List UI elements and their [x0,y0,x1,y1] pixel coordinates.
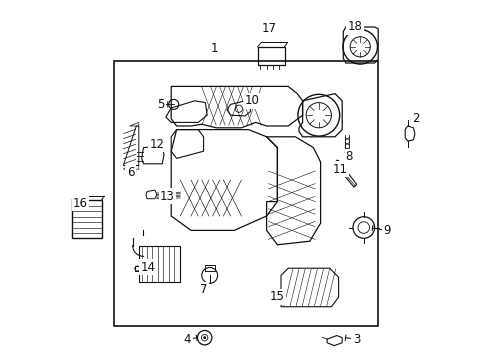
Text: 2: 2 [412,112,420,125]
Text: 11: 11 [333,163,348,176]
Text: 13: 13 [160,190,175,203]
Bar [139,246,180,282]
Text: 17: 17 [262,22,277,35]
Bar [72,200,102,238]
Text: 10: 10 [245,94,260,107]
Bar [258,47,285,65]
Text: 15: 15 [270,291,285,303]
Text: 5: 5 [157,98,164,111]
Text: 18: 18 [347,21,362,33]
Text: 3: 3 [353,333,360,346]
Text: 1: 1 [211,42,218,55]
Circle shape [204,337,206,339]
Text: 14: 14 [140,261,155,274]
Text: 16: 16 [73,197,88,210]
Text: 12: 12 [149,138,164,150]
Text: 6: 6 [127,166,134,179]
Text: 4: 4 [184,333,191,346]
Text: 7: 7 [200,283,207,296]
Bar [114,61,378,326]
Text: 9: 9 [384,224,391,237]
Text: 8: 8 [346,150,353,163]
